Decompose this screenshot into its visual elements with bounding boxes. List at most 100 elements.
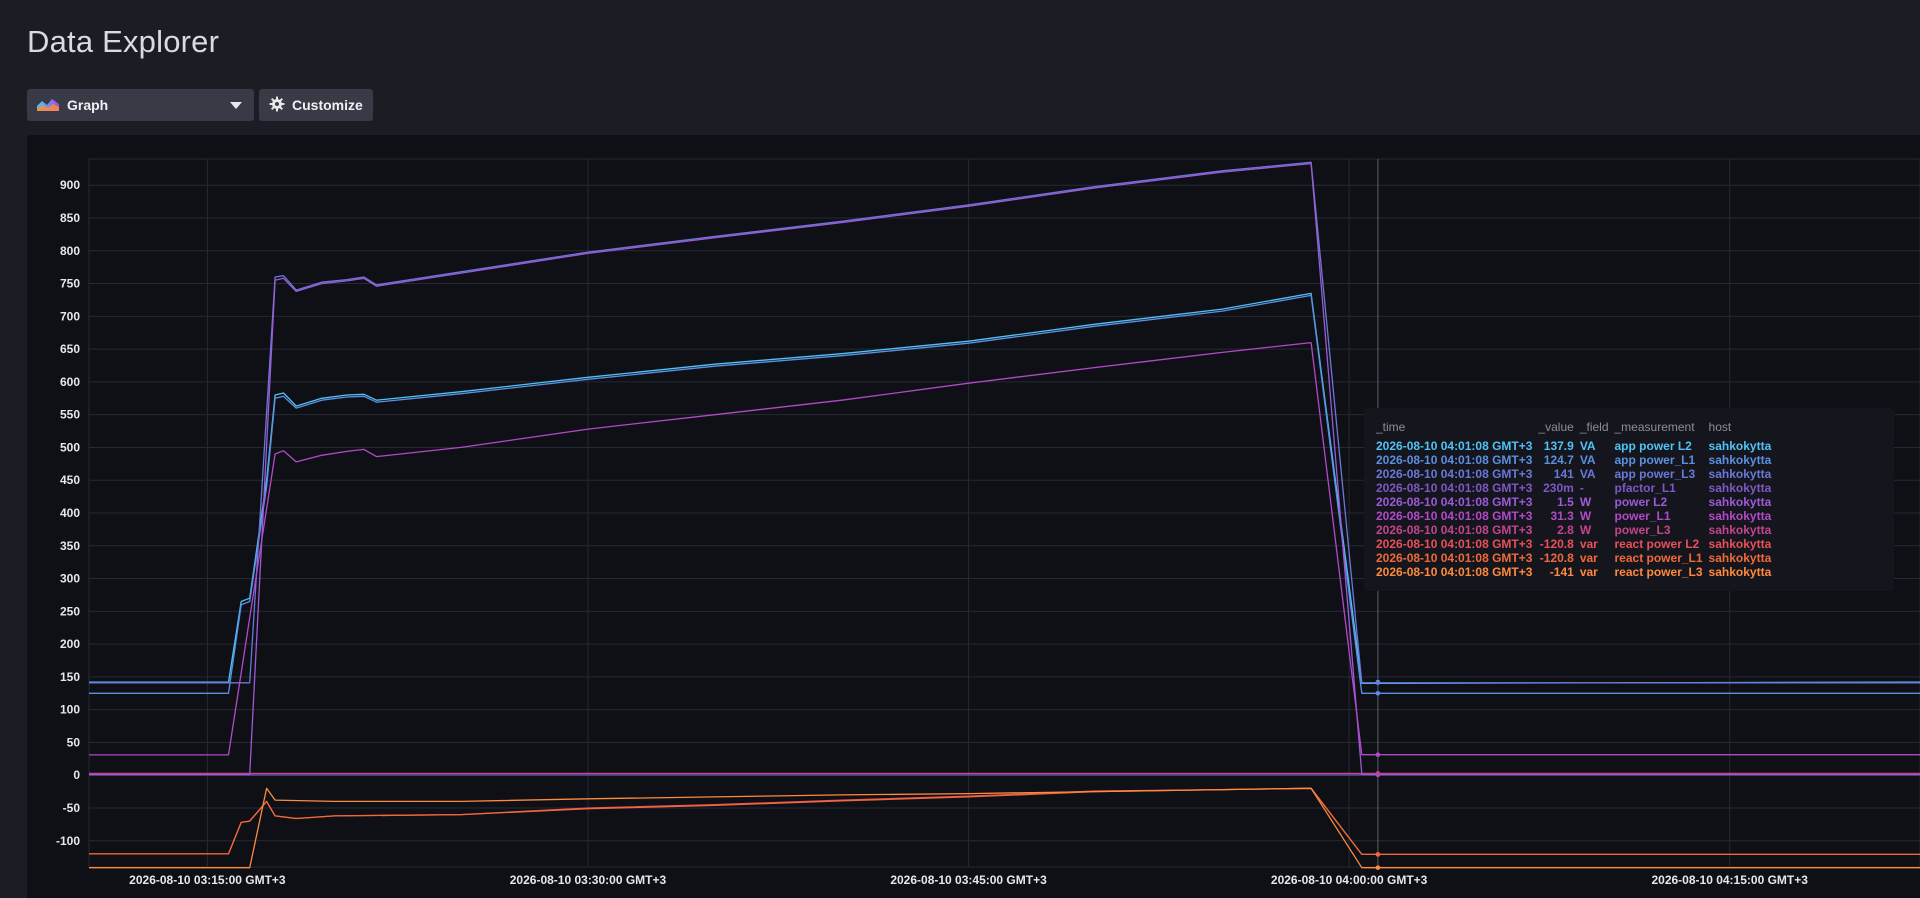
tooltip-cell-field: VA — [1579, 453, 1596, 467]
tooltip-cell-host: sahkokytta — [1708, 509, 1772, 523]
tooltip-cell-measurement: react power L2 — [1614, 537, 1700, 551]
tooltip-cell-host: sahkokytta — [1708, 495, 1772, 509]
tooltip-cell-measurement: app power_L1 — [1614, 453, 1696, 467]
series-line-power-l2 — [89, 162, 1920, 776]
tooltip-cell-host: sahkokytta — [1708, 523, 1772, 537]
tooltip-cell-time: 2026-08-10 04:01:08 GMT+3 — [1376, 537, 1533, 551]
y-tick-label: 350 — [60, 539, 80, 553]
y-tick-label: 250 — [60, 604, 80, 618]
y-tick-label: 400 — [60, 506, 80, 520]
x-tick-label: 2026-08-10 03:30:00 GMT+3 — [510, 873, 667, 887]
tooltip-cell-value: 124.7 — [1543, 453, 1574, 467]
tooltip-cell-time: 2026-08-10 04:01:08 GMT+3 — [1376, 565, 1533, 579]
tooltip-cell-measurement: power_L1 — [1614, 509, 1671, 523]
chart-panel: 900 850 800 750 700 650 600 550 500 450 400 350 300 2… — [27, 135, 1920, 898]
y-tick-label: 900 — [60, 178, 80, 192]
tooltip-cell-field: VA — [1579, 467, 1596, 481]
tooltip-table: _time _value _field _measurement host 20… — [1376, 420, 1777, 579]
tooltip-cell-field: var — [1579, 565, 1598, 579]
tooltip-row: 2026-08-10 04:01:08 GMT+3 141 VA app power_… — [1376, 467, 1777, 481]
tooltip-cell-field: W — [1579, 509, 1592, 523]
y-tick-label: 600 — [60, 375, 80, 389]
y-tick-label: 200 — [60, 637, 80, 651]
tooltip-cell-time: 2026-08-10 04:01:08 GMT+3 — [1376, 453, 1533, 467]
tooltip-cell-field: W — [1579, 495, 1592, 509]
tooltip-row: 2026-08-10 04:01:08 GMT+3 -120.8 var react … — [1376, 551, 1777, 565]
tooltip-cell-value: 31.3 — [1550, 509, 1574, 523]
tooltip-cell-value: 2.8 — [1557, 523, 1574, 537]
y-tick-label: 150 — [60, 670, 80, 684]
tooltip-cell-time: 2026-08-10 04:01:08 GMT+3 — [1376, 551, 1533, 565]
toolbar: Graph Customize — [27, 89, 373, 121]
y-tick-label: 0 — [73, 768, 80, 782]
tooltip-cell-measurement: power_L3 — [1614, 523, 1671, 537]
y-tick-label: 750 — [60, 277, 80, 291]
tooltip-cell-value: 141 — [1553, 467, 1574, 481]
tooltip-cell-host: sahkokytta — [1708, 467, 1772, 481]
tooltip-cell-measurement: app power L2 — [1614, 439, 1692, 453]
chevron-down-icon — [230, 101, 242, 109]
tooltip-cell-host: sahkokytta — [1708, 439, 1772, 453]
tooltip-cell-measurement: react power_L3 — [1614, 565, 1703, 579]
x-tick-label: 2026-08-10 03:45:00 GMT+3 — [890, 873, 1047, 887]
tooltip-cell-host: sahkokytta — [1708, 565, 1772, 579]
tooltip-cell-measurement: app power_L3 — [1614, 467, 1696, 481]
hover-point-react-power-l3 — [1375, 865, 1381, 870]
hover-point-power-l1 — [1375, 752, 1381, 758]
y-tick-label: 450 — [60, 473, 80, 487]
tooltip-cell-value: 137.9 — [1543, 439, 1574, 453]
tooltip-cell-time: 2026-08-10 04:01:08 GMT+3 — [1376, 439, 1533, 453]
hover-point-app-power-l1 — [1375, 690, 1381, 696]
visualization-type-dropdown[interactable]: Graph — [27, 89, 254, 121]
tooltip-cell-measurement: power L2 — [1614, 495, 1668, 509]
tooltip-header-time: _time — [1376, 420, 1406, 434]
tooltip-row: 2026-08-10 04:01:08 GMT+3 -141 var react po… — [1376, 565, 1777, 579]
x-tick-label: 2026-08-10 03:15:00 GMT+3 — [129, 873, 286, 887]
tooltip-cell-value: 230m — [1543, 481, 1574, 495]
customize-label: Customize — [292, 97, 363, 113]
hover-point-power-l3 — [1375, 771, 1381, 776]
y-tick-label: 100 — [60, 703, 80, 717]
tooltip-cell-host: sahkokytta — [1708, 537, 1772, 551]
y-tick-label: 700 — [60, 309, 80, 323]
tooltip-cell-value: 1.5 — [1557, 495, 1574, 509]
hover-legend-tooltip: _time _value _field _measurement host 20… — [1364, 408, 1894, 591]
tooltip-cell-time: 2026-08-10 04:01:08 GMT+3 — [1376, 495, 1533, 509]
y-tick-label: -100 — [56, 834, 80, 848]
y-tick-label: 550 — [60, 408, 80, 422]
tooltip-cell-value: -120.8 — [1539, 537, 1574, 551]
gear-icon — [269, 96, 285, 115]
y-tick-label: 500 — [60, 440, 80, 454]
customize-button[interactable]: Customize — [259, 89, 373, 121]
hover-point-react-power-l1 — [1375, 852, 1381, 857]
tooltip-cell-value: -120.8 — [1539, 551, 1574, 565]
x-tick-label: 2026-08-10 04:15:00 GMT+3 — [1651, 873, 1808, 887]
line-chart[interactable]: 900 850 800 750 700 650 600 550 500 450 400 350 300 2… — [27, 135, 1920, 898]
tooltip-header-measurement: _measurement — [1614, 420, 1695, 434]
tooltip-cell-host: sahkokytta — [1708, 453, 1772, 467]
hover-point-app-power-l3 — [1375, 680, 1381, 686]
tooltip-row: 2026-08-10 04:01:08 GMT+3 230m - pfactor_L1… — [1376, 481, 1777, 495]
y-tick-label: 650 — [60, 342, 80, 356]
tooltip-cell-field: var — [1579, 537, 1598, 551]
tooltip-cell-measurement: react power_L1 — [1614, 551, 1703, 565]
tooltip-cell-measurement: pfactor_L1 — [1614, 481, 1676, 495]
series-line-power-l1 — [89, 341, 1920, 756]
visualization-type-label: Graph — [67, 97, 109, 113]
plot-area-border — [88, 158, 1920, 868]
graph-type-icon — [37, 97, 59, 114]
tooltip-cell-time: 2026-08-10 04:01:08 GMT+3 — [1376, 467, 1533, 481]
y-tick-label: 850 — [60, 211, 80, 225]
tooltip-cell-field: var — [1579, 551, 1598, 565]
tooltip-header-field: _field — [1579, 420, 1609, 434]
tooltip-header-host: host — [1708, 420, 1732, 434]
tooltip-cell-value: -141 — [1549, 565, 1574, 579]
tooltip-cell-time: 2026-08-10 04:01:08 GMT+3 — [1376, 481, 1533, 495]
y-tick-label: 300 — [60, 572, 80, 586]
tooltip-row: 2026-08-10 04:01:08 GMT+3 -120.8 var react … — [1376, 537, 1777, 551]
y-tick-label: -50 — [63, 801, 81, 815]
y-tick-label: 800 — [60, 244, 80, 258]
